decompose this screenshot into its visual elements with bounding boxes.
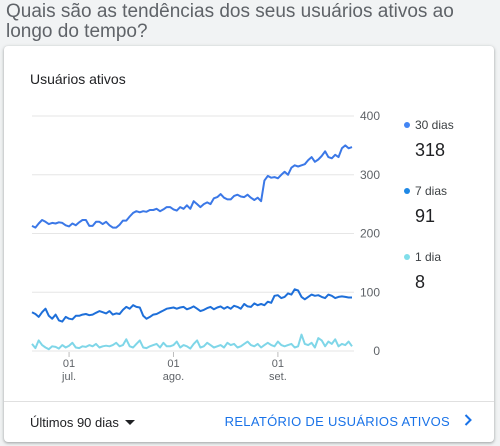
legend-value: 8 <box>415 272 426 292</box>
legend-item-30-dias: 30 dias 318 <box>404 118 454 161</box>
caret-down-icon <box>124 420 135 425</box>
legend-dot-icon <box>404 254 410 260</box>
series-line-3 <box>31 333 353 351</box>
y-tick-label: 100 <box>360 285 380 299</box>
y-tick-label: 400 <box>360 109 380 123</box>
legend-item-1-dia: 1 dia 8 <box>404 250 441 293</box>
series-line-2 <box>31 288 352 323</box>
y-tick-label: 300 <box>360 168 380 182</box>
legend-dot-icon <box>404 188 410 194</box>
legend-label: 7 dias <box>415 184 448 198</box>
active-users-report-link[interactable]: RELATÓRIO DE USUÁRIOS ATIVOS <box>225 414 472 429</box>
x-tick-label: ago. <box>163 371 184 383</box>
chart-series <box>31 144 353 351</box>
x-tick-label: 01 <box>63 358 75 370</box>
legend-item-7-dias: 7 dias 91 <box>404 184 447 227</box>
legend-dot-icon <box>404 122 410 128</box>
date-range-dropdown[interactable]: Últimos 90 dias <box>30 415 135 430</box>
legend-label: 1 dia <box>415 250 442 264</box>
card-footer: Últimos 90 dias RELATÓRIO DE USUÁRIOS AT… <box>4 401 494 442</box>
date-range-label: Últimos 90 dias <box>30 415 119 430</box>
card-title: Usuários ativos <box>30 71 126 87</box>
x-tick-label: 01 <box>167 358 179 370</box>
page-heading: Quais são as tendências dos seus usuário… <box>6 1 454 42</box>
chevron-right-icon <box>464 414 472 429</box>
chart-grid <box>32 115 354 352</box>
y-axis: 400 300 200 100 0 <box>360 109 380 358</box>
legend-value: 318 <box>415 140 446 160</box>
y-tick-label: 200 <box>360 227 380 241</box>
series-line-1 <box>31 144 353 229</box>
x-tick-label: set. <box>269 371 287 383</box>
y-tick-label: 0 <box>373 344 380 358</box>
legend-label: 30 dias <box>415 118 454 132</box>
legend-value: 91 <box>415 206 436 226</box>
x-tick-label: 01 <box>272 358 284 370</box>
x-tick-label: jul. <box>61 371 76 383</box>
report-link-label: RELATÓRIO DE USUÁRIOS ATIVOS <box>224 414 450 429</box>
active-users-card: Usuários ativos 400 300 200 100 0 01 jul. 01 ag… <box>4 46 494 442</box>
